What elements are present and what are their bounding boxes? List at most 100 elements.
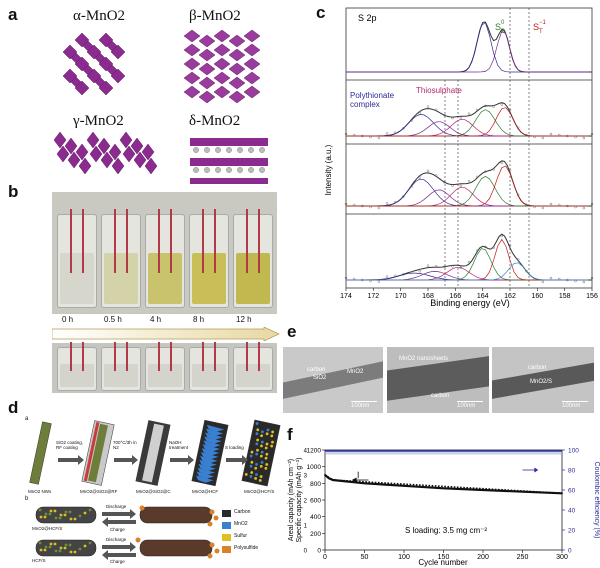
capacity-point [539, 491, 541, 493]
capacity-arrowhead [351, 477, 357, 483]
gamma-octahedron [86, 131, 100, 149]
xps-point [574, 205, 577, 209]
gamma-octahedron [75, 143, 89, 161]
capacity-point [535, 491, 538, 493]
sulfur-particle [250, 460, 254, 464]
vial-wire [126, 342, 128, 372]
xps-xlabel: Binding energy (eV) [430, 298, 510, 308]
material-4: MnO2@HCF/S [244, 489, 275, 494]
y2-tick-label: 80 [568, 468, 576, 475]
xps-point [402, 195, 405, 198]
beta-octahedron [243, 29, 261, 43]
polysulfide-particle [213, 515, 219, 521]
beta-octahedron [183, 85, 201, 99]
capacity-point [387, 482, 389, 485]
capacity-point [523, 490, 525, 492]
beta-octahedron [213, 57, 231, 71]
delta-mno2-label: δ-MnO2 [189, 113, 241, 129]
sulfur-particle [244, 472, 248, 476]
capacity-point [494, 488, 497, 491]
time-arrow [52, 327, 280, 341]
xps-component [346, 109, 588, 137]
xps-component [346, 175, 588, 207]
capacity-point [450, 486, 453, 488]
xps-tick-label: 166 [449, 293, 461, 300]
capacity-point [346, 480, 348, 482]
mno2-structures [53, 29, 268, 184]
xps-point [353, 133, 356, 137]
panel-label-a: a [8, 5, 18, 24]
sulfur-particle [256, 448, 259, 452]
y2-tick-label: 60 [568, 488, 576, 495]
capacity-point [419, 484, 421, 486]
areal-tick-label: 4 [304, 449, 308, 455]
vial-wire [258, 209, 260, 274]
capacity-point [324, 474, 326, 476]
mno2-sheet [204, 436, 222, 444]
mno2-sheet [198, 463, 216, 472]
beta-octahedron [213, 71, 231, 85]
xps-point [566, 278, 569, 282]
xps-point [353, 277, 356, 281]
sulfur-particle [264, 446, 268, 450]
particle [58, 549, 62, 553]
gamma-octahedron [119, 131, 133, 149]
row-b-label-1: HCF/S [32, 558, 46, 563]
y2-tick-label: 40 [568, 508, 576, 515]
sulfur-particle [249, 454, 253, 458]
xps-point [418, 176, 422, 179]
particle [58, 516, 62, 520]
cycling-chart: 0 50 100 150 200 250 3000200400600800100012000… [288, 448, 600, 568]
capacity-point [532, 490, 535, 493]
particle [54, 516, 58, 520]
xps-point [590, 202, 594, 206]
xps-ylabel: Intensity (a.u.) [324, 144, 333, 195]
capacity-point [365, 481, 367, 483]
sb-super: 0 [501, 20, 505, 26]
vial-liquid [236, 253, 270, 304]
polythionate-label-2: complex [350, 100, 380, 109]
capacity-point [469, 487, 472, 489]
sulfur-particle [256, 428, 260, 432]
y-tick-label: 0 [317, 548, 321, 555]
xps-point [393, 200, 397, 204]
xps-point [566, 134, 569, 138]
beta-octahedron [198, 34, 216, 48]
y-tick-label: 1000 [307, 464, 322, 471]
capacity-point [428, 484, 431, 487]
xps-point [492, 105, 495, 108]
gamma-octahedron [89, 145, 103, 163]
schematic-drawing [29, 419, 281, 560]
particle [39, 515, 43, 519]
xps-tick-label: 172 [367, 293, 379, 300]
areal-tick-label: 1 [304, 524, 308, 530]
tem3-scale: 100nm [562, 403, 581, 409]
vial [57, 342, 97, 391]
capacity-point [412, 483, 415, 486]
sulfur-particle [260, 461, 264, 464]
vial-liquid [192, 253, 226, 304]
vial-wire [114, 209, 116, 274]
sulfur-particle [250, 450, 254, 454]
vial-wire [70, 342, 72, 372]
sulfur-particle [271, 440, 274, 444]
cycling-ylabel-right: Coulombic efficiency (%) [593, 462, 600, 539]
xps-point [344, 202, 348, 206]
xps-point [459, 117, 463, 120]
particle [39, 548, 43, 552]
capacity-point [488, 488, 491, 490]
vial [189, 342, 229, 391]
mno2-sheet [196, 471, 215, 479]
xps-point [484, 104, 487, 108]
tem-image-1: carbon SiO2 MnO2 100nm [283, 347, 383, 413]
vial-liquid [60, 253, 94, 304]
sulfur-particle [270, 444, 274, 448]
capacity-point [498, 488, 500, 491]
xps-component [346, 121, 588, 137]
st-super: −1 [539, 20, 547, 26]
xps-point [418, 112, 422, 115]
capacity-point [393, 482, 396, 485]
xps-point [533, 135, 536, 139]
capacity-point [491, 488, 494, 491]
xps-point [459, 266, 463, 269]
